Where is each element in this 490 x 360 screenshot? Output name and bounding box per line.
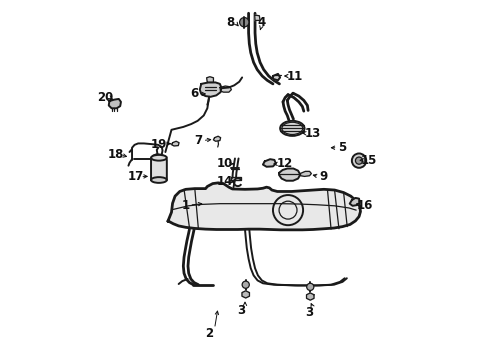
Polygon shape [172, 141, 179, 146]
Text: 4: 4 [257, 16, 265, 29]
Polygon shape [279, 168, 300, 181]
Polygon shape [214, 136, 220, 141]
Text: 8: 8 [226, 16, 235, 29]
Text: 3: 3 [305, 306, 314, 319]
Text: 1: 1 [182, 199, 190, 212]
Text: 12: 12 [276, 157, 293, 170]
Polygon shape [263, 159, 276, 167]
Polygon shape [200, 82, 221, 97]
Text: 6: 6 [191, 87, 199, 100]
Text: 16: 16 [357, 199, 373, 212]
Text: 9: 9 [320, 170, 328, 183]
Circle shape [240, 18, 249, 27]
Text: 15: 15 [361, 154, 377, 167]
Polygon shape [307, 293, 314, 300]
Ellipse shape [151, 155, 167, 161]
Polygon shape [207, 77, 214, 82]
Text: 7: 7 [195, 134, 202, 147]
Circle shape [307, 283, 314, 291]
Polygon shape [231, 177, 241, 180]
Polygon shape [168, 183, 361, 230]
Ellipse shape [151, 177, 167, 183]
Text: 20: 20 [97, 91, 113, 104]
Text: 5: 5 [338, 141, 346, 154]
Polygon shape [350, 198, 360, 206]
Polygon shape [255, 15, 260, 21]
Circle shape [352, 153, 366, 168]
Text: 2: 2 [205, 327, 213, 340]
Ellipse shape [280, 121, 304, 136]
Polygon shape [109, 99, 121, 108]
Polygon shape [220, 86, 231, 92]
Polygon shape [273, 74, 280, 80]
Text: 10: 10 [217, 157, 233, 170]
Text: 14: 14 [217, 175, 233, 188]
Polygon shape [300, 171, 311, 176]
Text: 13: 13 [305, 127, 321, 140]
Text: 18: 18 [108, 148, 124, 161]
Polygon shape [151, 154, 167, 180]
Text: 3: 3 [237, 305, 245, 318]
Circle shape [355, 157, 363, 164]
Circle shape [242, 281, 249, 288]
Text: 17: 17 [127, 170, 144, 183]
Polygon shape [242, 291, 249, 298]
Text: 11: 11 [287, 69, 303, 82]
Text: 19: 19 [151, 138, 167, 150]
